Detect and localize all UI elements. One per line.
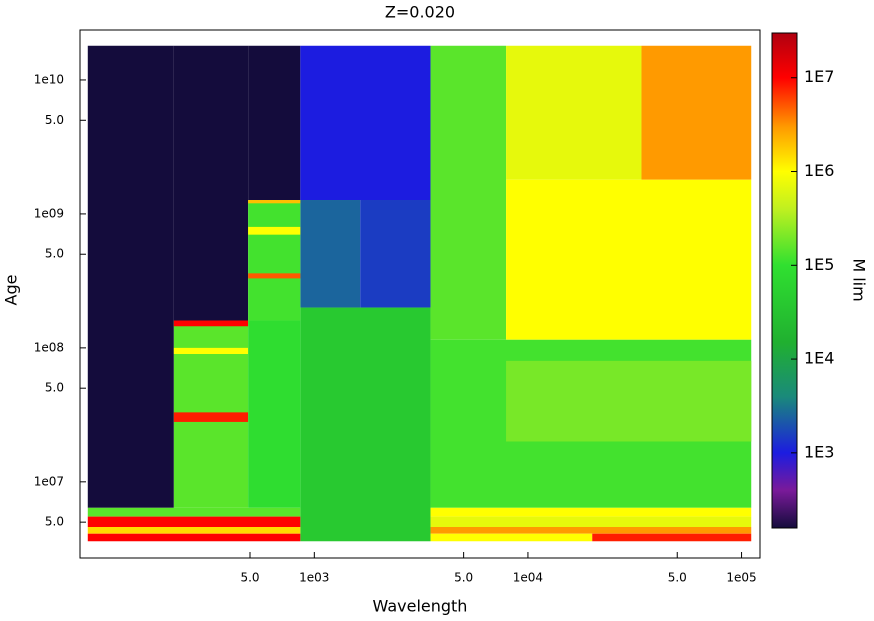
- heat-cell: [430, 516, 752, 528]
- heat-cell: [173, 320, 249, 327]
- colorbar: [771, 32, 798, 529]
- heat-cell: [173, 347, 249, 354]
- colorbar-tick-label: 1E7: [804, 67, 834, 86]
- heat-cell: [506, 360, 752, 442]
- heat-cell: [592, 533, 752, 542]
- heat-cell: [430, 533, 593, 542]
- heat-cell: [360, 200, 431, 308]
- heat-cell: [87, 45, 174, 508]
- heat-cell: [87, 533, 301, 542]
- y-tick-label: 5.0: [45, 247, 64, 261]
- x-tick-label: 5.0: [240, 571, 259, 585]
- y-tick-label: 5.0: [45, 381, 64, 395]
- colorbar-tick-label: 1E4: [804, 349, 834, 368]
- x-tick-label: 1e04: [513, 571, 543, 585]
- heat-cell: [300, 200, 361, 308]
- heat-cell: [248, 200, 301, 204]
- colorbar-label: M lim: [850, 258, 869, 301]
- heat-cell: [248, 200, 301, 321]
- heat-cell: [430, 527, 752, 534]
- x-tick-label: 1e05: [726, 571, 756, 585]
- heat-cell: [506, 179, 752, 340]
- heat-cell: [248, 226, 301, 235]
- heat-cell: [248, 45, 301, 201]
- x-tick-label: 5.0: [454, 571, 473, 585]
- colorbar-tick-label: 1E3: [804, 442, 834, 461]
- plot-frame: [79, 29, 761, 559]
- colorbar-tick-label: 1E5: [804, 255, 834, 274]
- heatmap: [87, 45, 752, 542]
- heat-cell: [173, 412, 249, 422]
- heat-cell: [430, 45, 507, 340]
- y-tick-label: 5.0: [45, 113, 64, 127]
- y-tick-label: 1e10: [34, 72, 64, 86]
- chart-title: Z=0.020: [385, 3, 455, 22]
- x-tick-label: 5.0: [668, 571, 687, 585]
- x-axis-label: Wavelength: [373, 597, 468, 616]
- heat-cell: [300, 45, 431, 201]
- heat-cell: [173, 45, 249, 321]
- y-axis-label: Age: [2, 275, 21, 306]
- heat-cell: [430, 507, 752, 517]
- y-tick-label: 1e09: [34, 206, 64, 220]
- heat-cell: [87, 516, 301, 528]
- heat-cell: [300, 307, 431, 542]
- x-tick-label: 1e03: [299, 571, 329, 585]
- y-tick-label: 1e07: [34, 474, 64, 488]
- heat-cell: [506, 45, 642, 180]
- colorbar-tick-label: 1E6: [804, 161, 834, 180]
- heat-cell: [641, 45, 752, 180]
- heat-cell: [87, 507, 301, 517]
- heat-cell: [87, 527, 301, 534]
- y-tick-label: 5.0: [45, 515, 64, 529]
- heat-cell: [248, 320, 301, 508]
- y-tick-label: 1e08: [34, 340, 64, 354]
- heat-cell: [248, 273, 301, 279]
